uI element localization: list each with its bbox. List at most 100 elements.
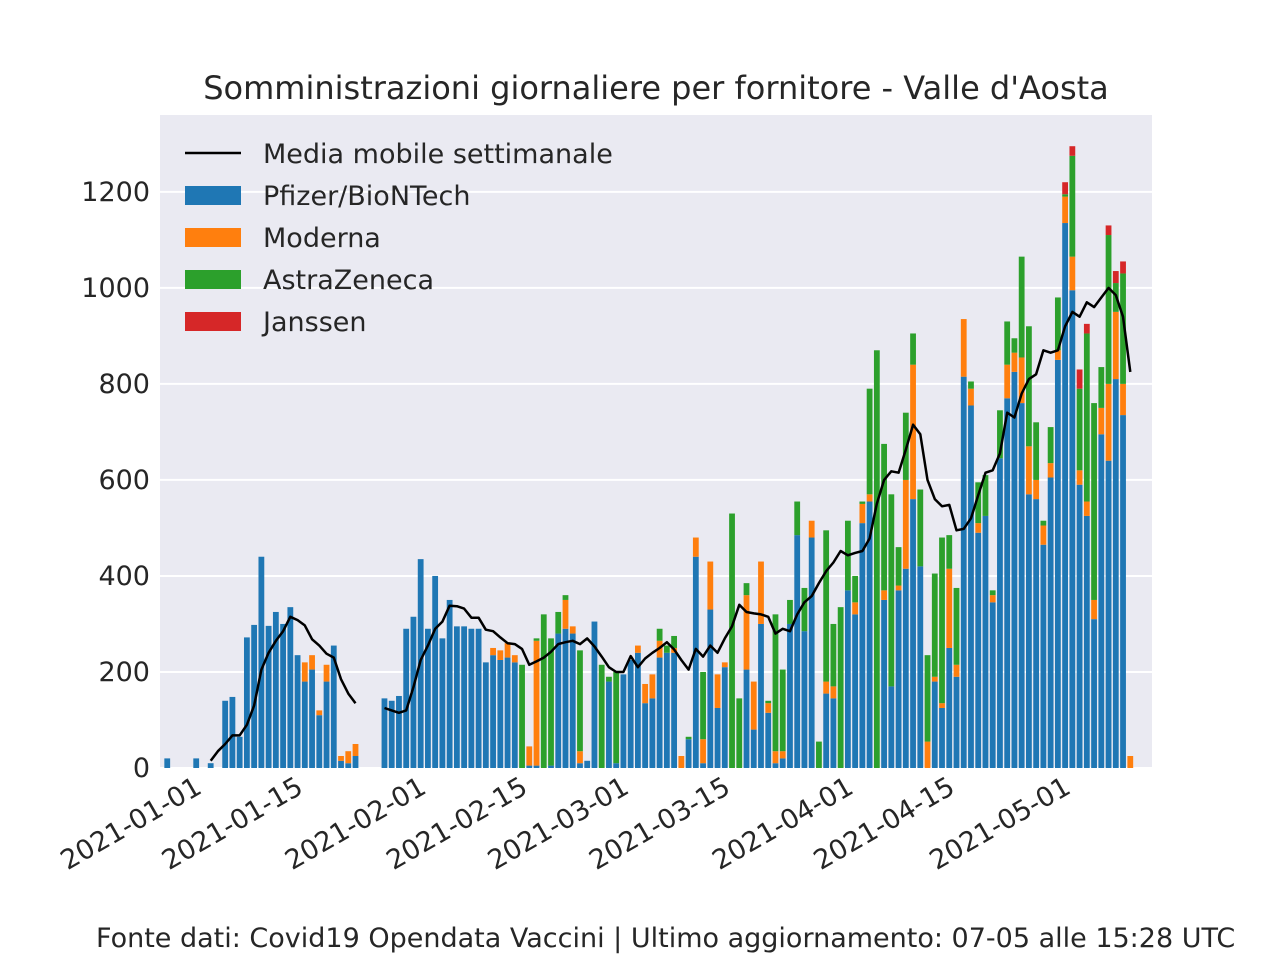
bar-janssen	[1105, 225, 1112, 236]
bar-pfizer-biontech	[671, 652, 677, 768]
bar-moderna	[830, 686, 837, 699]
bar-pfizer-biontech	[497, 659, 504, 768]
bar-astrazeneca	[917, 489, 924, 567]
bar-pfizer-biontech	[685, 739, 692, 768]
bar-pfizer-biontech	[982, 515, 989, 768]
bar-moderna	[533, 640, 540, 766]
bar-pfizer-biontech	[1018, 403, 1025, 768]
bar-moderna	[808, 520, 815, 538]
bar-pfizer-biontech	[280, 623, 286, 768]
bar-pfizer-biontech	[808, 537, 815, 768]
bar-pfizer-biontech	[620, 674, 627, 768]
legend-swatch	[185, 312, 241, 331]
bar-pfizer-biontech	[1120, 415, 1126, 768]
bar-astrazeneca	[1026, 326, 1032, 447]
bar-astrazeneca	[765, 700, 772, 704]
bar-moderna	[989, 595, 996, 603]
bar-astrazeneca	[656, 628, 663, 641]
bar-astrazeneca	[540, 614, 547, 768]
bar-moderna	[1062, 196, 1069, 224]
bar-pfizer-biontech	[1026, 494, 1032, 768]
bar-moderna	[301, 662, 308, 682]
bar-pfizer-biontech	[475, 628, 482, 768]
bar-moderna	[649, 674, 656, 699]
bar-moderna	[562, 599, 569, 629]
bar-pfizer-biontech	[1091, 619, 1097, 768]
bar-moderna	[859, 503, 866, 524]
bar-astrazeneca	[700, 671, 706, 740]
bar-pfizer-biontech	[439, 638, 446, 768]
bar-astrazeneca	[555, 611, 562, 634]
bar-pfizer-biontech	[562, 628, 569, 768]
bar-moderna	[743, 595, 750, 670]
bar-moderna	[504, 643, 511, 658]
bar-moderna	[577, 751, 583, 764]
bars	[164, 146, 1134, 768]
bar-pfizer-biontech	[272, 611, 279, 768]
bar-pfizer-biontech	[591, 621, 598, 768]
bar-janssen	[1120, 261, 1126, 274]
bar-moderna	[678, 755, 685, 768]
bar-astrazeneca	[982, 475, 989, 516]
bar-moderna	[692, 537, 699, 557]
bar-janssen	[1076, 369, 1083, 389]
legend-label: Media mobile settimanale	[263, 139, 613, 170]
bar-pfizer-biontech	[888, 686, 895, 768]
bar-pfizer-biontech	[779, 758, 786, 768]
legend-label: AstraZeneca	[263, 265, 434, 296]
bar-pfizer-biontech	[931, 681, 938, 768]
bar-pfizer-biontech	[1069, 290, 1076, 768]
bar-pfizer-biontech	[548, 765, 554, 768]
bar-pfizer-biontech	[1083, 515, 1090, 768]
bar-moderna	[569, 626, 576, 634]
bar-astrazeneca	[895, 547, 902, 586]
bar-janssen	[1112, 271, 1119, 284]
bar-pfizer-biontech	[975, 532, 982, 768]
bar-pfizer-biontech	[526, 765, 533, 768]
bar-pfizer-biontech	[917, 566, 924, 768]
bar-pfizer-biontech	[707, 609, 714, 768]
bar-astrazeneca	[910, 333, 916, 365]
bar-astrazeneca	[837, 607, 844, 768]
bar-moderna	[345, 751, 352, 764]
bar-moderna	[1120, 383, 1126, 416]
bar-astrazeneca	[968, 381, 974, 389]
bar-pfizer-biontech	[396, 695, 402, 768]
bar-pfizer-biontech	[787, 623, 793, 768]
bar-pfizer-biontech	[859, 523, 866, 768]
bar-pfizer-biontech	[577, 763, 583, 768]
bar-moderna	[765, 703, 772, 713]
bar-astrazeneca	[852, 575, 859, 603]
bar-astrazeneca	[931, 573, 938, 677]
bar-astrazeneca	[794, 501, 801, 536]
bar-pfizer-biontech	[446, 599, 453, 768]
bar-pfizer-biontech	[1112, 379, 1119, 768]
bar-pfizer-biontech	[910, 499, 916, 768]
bar-astrazeneca	[1076, 388, 1083, 471]
bar-pfizer-biontech	[1062, 223, 1069, 768]
bar-moderna	[895, 585, 902, 591]
bar-pfizer-biontech	[330, 645, 337, 768]
bar-moderna	[960, 319, 967, 377]
bar-moderna	[721, 662, 728, 668]
bar-pfizer-biontech	[968, 405, 974, 768]
legend-label: Janssen	[261, 307, 366, 338]
bar-pfizer-biontech	[939, 707, 945, 768]
bar-pfizer-biontech	[692, 556, 699, 768]
bar-moderna	[1083, 501, 1090, 516]
bar-pfizer-biontech	[852, 614, 859, 768]
legend-label: Pfizer/BioNTech	[263, 181, 470, 212]
bar-astrazeneca	[1033, 422, 1040, 480]
bar-pfizer-biontech	[453, 626, 460, 768]
bar-moderna	[490, 647, 496, 656]
bar-pfizer-biontech	[656, 657, 663, 768]
bar-pfizer-biontech	[1054, 359, 1061, 768]
bar-moderna	[779, 751, 786, 759]
bar-moderna	[1026, 446, 1032, 495]
bar-pfizer-biontech	[482, 662, 489, 768]
moving-average-line	[209, 615, 357, 762]
bar-astrazeneca	[663, 645, 670, 653]
bar-astrazeneca	[736, 698, 743, 768]
bar-pfizer-biontech	[569, 633, 576, 768]
bar-astrazeneca	[548, 638, 554, 766]
